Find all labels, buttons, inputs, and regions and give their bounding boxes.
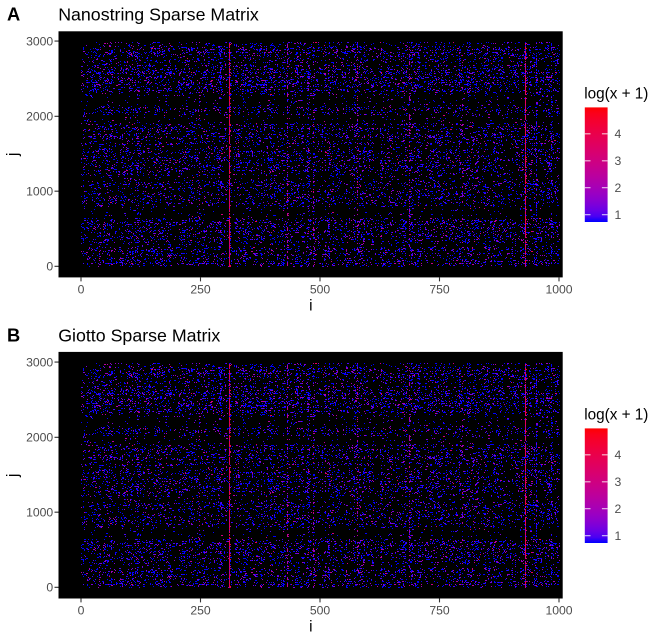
svg-text:0: 0	[78, 282, 85, 296]
svg-text:A: A	[7, 4, 20, 25]
svg-text:0: 0	[46, 581, 53, 595]
svg-text:log(x + 1): log(x + 1)	[584, 407, 648, 424]
svg-text:1: 1	[615, 529, 622, 543]
svg-text:Nanostring Sparse Matrix: Nanostring Sparse Matrix	[58, 5, 259, 25]
svg-text:250: 250	[190, 282, 211, 296]
svg-text:4: 4	[615, 127, 622, 141]
svg-text:750: 750	[429, 603, 450, 617]
svg-text:2: 2	[615, 181, 622, 195]
svg-text:log(x + 1): log(x + 1)	[584, 86, 648, 103]
svg-text:1000: 1000	[545, 282, 572, 296]
svg-text:250: 250	[190, 603, 211, 617]
svg-text:1000: 1000	[26, 185, 53, 199]
svg-text:3: 3	[615, 154, 622, 168]
svg-text:3: 3	[615, 475, 622, 489]
svg-text:500: 500	[310, 603, 331, 617]
svg-text:Giotto Sparse Matrix: Giotto Sparse Matrix	[58, 326, 220, 346]
svg-text:2: 2	[615, 502, 622, 516]
svg-text:500: 500	[310, 282, 331, 296]
svg-text:3000: 3000	[26, 35, 53, 49]
svg-text:j: j	[5, 153, 22, 157]
svg-text:j: j	[5, 474, 22, 478]
svg-text:750: 750	[429, 282, 450, 296]
svg-text:1000: 1000	[545, 603, 572, 617]
svg-text:3000: 3000	[26, 356, 53, 370]
svg-text:0: 0	[46, 260, 53, 274]
svg-text:i: i	[309, 618, 312, 635]
svg-text:1: 1	[615, 208, 622, 222]
svg-text:0: 0	[78, 603, 85, 617]
svg-text:1000: 1000	[26, 506, 53, 520]
svg-text:2000: 2000	[26, 431, 53, 445]
svg-text:i: i	[309, 297, 312, 314]
svg-text:4: 4	[615, 448, 622, 462]
svg-text:2000: 2000	[26, 110, 53, 124]
svg-text:B: B	[7, 325, 20, 346]
